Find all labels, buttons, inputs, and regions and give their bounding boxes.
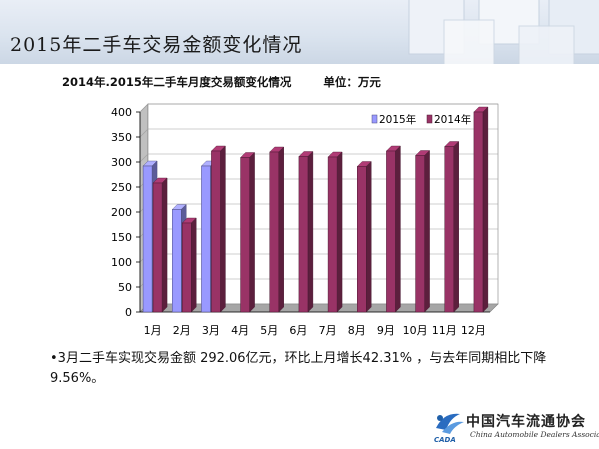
bar-2014-9-side: [395, 145, 401, 313]
bar-2014-7-side: [336, 151, 343, 313]
x-tick-label: 2月: [173, 324, 191, 337]
bar-2015-1: [142, 165, 153, 313]
chart-title-text: 2014年.2015年二手车月度交易额变化情况: [62, 75, 292, 89]
y-tick-label: 200: [111, 206, 132, 219]
bar-2015-2: [172, 209, 182, 313]
x-tick-label: 6月: [289, 324, 307, 337]
logo-abbreviation: CADA: [434, 436, 456, 444]
y-tick-label: 350: [111, 131, 132, 144]
y-tick-label: 250: [111, 181, 132, 194]
x-tick-label: 8月: [348, 324, 366, 337]
legend-label-2014: 2014年: [434, 113, 471, 126]
x-tick-label: 5月: [260, 324, 278, 337]
gridline-side: [139, 128, 149, 138]
y-tick-label: 0: [125, 306, 132, 319]
bar-2014-5-side: [278, 146, 284, 313]
chart-title: 2014年.2015年二手车月度交易额变化情况 单位：万元: [62, 74, 542, 90]
x-tick-label: 1月: [144, 324, 162, 337]
bar-2014-2: [182, 222, 192, 313]
x-tick-label: 12月: [461, 324, 486, 337]
bar-2014-6: [298, 156, 309, 313]
x-tick-label: 7月: [319, 324, 337, 337]
bar-2014-11-side: [453, 141, 459, 313]
bar-2014-6-side: [307, 151, 314, 313]
bar-2014-4-side: [249, 152, 255, 313]
bar-2014-9: [386, 150, 396, 313]
y-tick-label: 100: [111, 256, 132, 269]
logo-name-cn: 中国汽车流通协会: [466, 414, 586, 430]
bar-2014-8-side: [366, 161, 372, 313]
bar-2014-3-side: [220, 145, 226, 313]
y-tick-label: 400: [111, 106, 132, 119]
cada-logo-icon: [436, 413, 464, 434]
slide-title: 2015年二手车交易金额变化情况: [10, 34, 303, 56]
bar-2014-12-side: [482, 106, 489, 313]
x-tick-label: 4月: [231, 324, 249, 337]
bar-2014-1: [152, 182, 163, 313]
bar-2014-12: [473, 111, 484, 313]
gridline-side: [139, 103, 149, 113]
slide-header: 2015年二手车交易金额变化情况: [0, 0, 599, 64]
bar-2014-10: [415, 155, 425, 313]
header-decoration-icon: [408, 0, 599, 64]
bar-2015-3: [201, 165, 211, 313]
bar-2014-11: [444, 146, 454, 313]
y-tick-label: 150: [111, 231, 132, 244]
y-tick-label: 50: [118, 281, 132, 294]
chart-note: •3月二手车实现交易金额 292.06亿元，环比上月增长42.31% ，与去年同…: [50, 351, 547, 386]
bar-2014-1-side: [161, 177, 168, 313]
legend-swatch-2014: [426, 114, 433, 124]
bar-2014-7: [327, 156, 338, 313]
bar-2014-4: [240, 157, 250, 313]
chart-unit-label: 单位：万元: [323, 75, 381, 89]
bar-2014-2-side: [191, 217, 197, 313]
cada-logo: CADA 中国汽车流通协会 China Automobile Dealers A…: [430, 408, 599, 448]
x-tick-label: 3月: [202, 324, 220, 337]
y-tick-label: 300: [111, 156, 132, 169]
bar-2014-5: [269, 151, 279, 313]
gridline-side: [139, 153, 149, 163]
x-tick-label: 10月: [403, 324, 428, 337]
bar-2014-10-side: [424, 150, 430, 313]
logo-name-en: China Automobile Dealers Association: [470, 430, 599, 439]
legend-label-2015: 2015年: [379, 113, 416, 126]
bar-chart: 0 50 100 150 200 250 300 350 400 1月 2月 3月 4月 5月 6月 7月 8月…: [111, 103, 499, 337]
bar-2014-8: [357, 166, 367, 313]
legend-swatch-2015: [371, 114, 378, 124]
x-tick-label: 9月: [377, 324, 395, 337]
bar-2014-3: [211, 150, 221, 313]
x-tick-label: 11月: [432, 324, 457, 337]
